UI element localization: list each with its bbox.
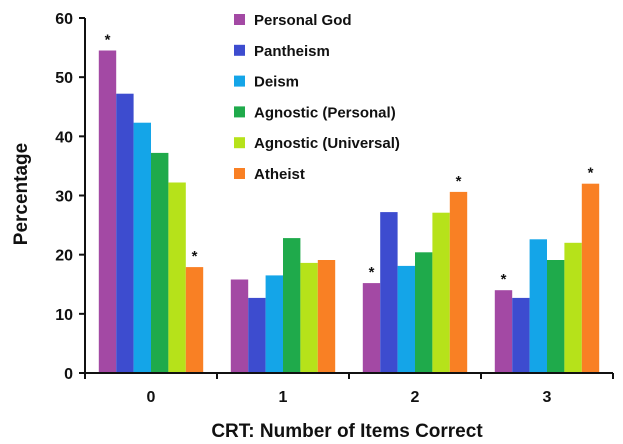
x-tick-label: 2 bbox=[411, 389, 420, 406]
legend-swatch bbox=[234, 14, 245, 25]
bar-agnostic-universal-3 bbox=[564, 242, 582, 373]
bar-agnostic-personal-1 bbox=[283, 238, 301, 373]
bar-personal-god-1 bbox=[230, 279, 249, 373]
y-tick-label: 50 bbox=[55, 70, 73, 87]
bar-agnostic-universal-1 bbox=[300, 262, 318, 373]
bar-agnostic-personal-2 bbox=[415, 252, 433, 373]
axes-group: 0 10 20 30 40 50 60 0 1 2 3 bbox=[55, 11, 614, 406]
legend-label: Atheist bbox=[254, 166, 305, 183]
y-tick-label: 20 bbox=[55, 248, 73, 265]
legend-label: Personal God bbox=[254, 12, 352, 29]
y-tick-label: 60 bbox=[55, 11, 73, 28]
significance-marker: * bbox=[192, 248, 198, 265]
bar-agnostic-universal-0 bbox=[168, 182, 186, 373]
bar-pantheism-0 bbox=[116, 93, 134, 373]
x-tick-label: 3 bbox=[543, 389, 552, 406]
bar-deism-2 bbox=[397, 265, 415, 373]
bars-group: * * * * * * bbox=[98, 32, 600, 373]
significance-marker: * bbox=[369, 264, 375, 281]
significance-marker: * bbox=[501, 271, 507, 288]
bar-atheist-0 bbox=[185, 267, 204, 373]
legend-swatch bbox=[234, 168, 245, 179]
significance-marker: * bbox=[456, 173, 462, 190]
bar-personal-god-3 bbox=[494, 290, 513, 373]
y-tick-label: 0 bbox=[64, 366, 73, 383]
x-axis-title: CRT: Number of Items Correct bbox=[211, 421, 483, 442]
legend-swatch bbox=[234, 137, 245, 149]
bar-pantheism-1 bbox=[248, 297, 266, 373]
bar-pantheism-3 bbox=[512, 297, 530, 373]
legend-swatch bbox=[234, 44, 245, 56]
x-tick-label: 1 bbox=[279, 389, 288, 406]
bar-deism-3 bbox=[529, 239, 547, 373]
significance-marker: * bbox=[105, 32, 111, 49]
legend-label: Agnostic (Personal) bbox=[254, 104, 396, 121]
y-axis-title: Percentage bbox=[11, 143, 32, 245]
bar-deism-0 bbox=[133, 122, 151, 373]
legend-swatch bbox=[234, 75, 245, 87]
bar-agnostic-universal-2 bbox=[432, 212, 450, 373]
bar-atheist-1 bbox=[317, 260, 336, 373]
significance-marker: * bbox=[588, 165, 594, 182]
bar-atheist-2 bbox=[449, 191, 468, 373]
legend: Personal God Pantheism Deism Agnostic (Pers… bbox=[234, 12, 400, 183]
bar-atheist-3 bbox=[581, 183, 600, 373]
legend-swatch bbox=[234, 106, 245, 118]
legend-label: Deism bbox=[254, 74, 299, 91]
bar-agnostic-personal-3 bbox=[547, 260, 565, 373]
bar-pantheism-2 bbox=[380, 212, 398, 373]
legend-label: Agnostic (Universal) bbox=[254, 135, 400, 152]
bar-personal-god-2 bbox=[362, 283, 381, 373]
bar-personal-god-0 bbox=[98, 50, 117, 373]
y-tick-label: 40 bbox=[55, 129, 73, 146]
y-tick-label: 10 bbox=[55, 307, 73, 324]
legend-label: Pantheism bbox=[254, 43, 330, 60]
bar-deism-1 bbox=[265, 275, 283, 373]
y-tick-label: 30 bbox=[55, 189, 73, 206]
x-tick-label: 0 bbox=[147, 389, 156, 406]
bar-agnostic-personal-0 bbox=[151, 152, 169, 373]
